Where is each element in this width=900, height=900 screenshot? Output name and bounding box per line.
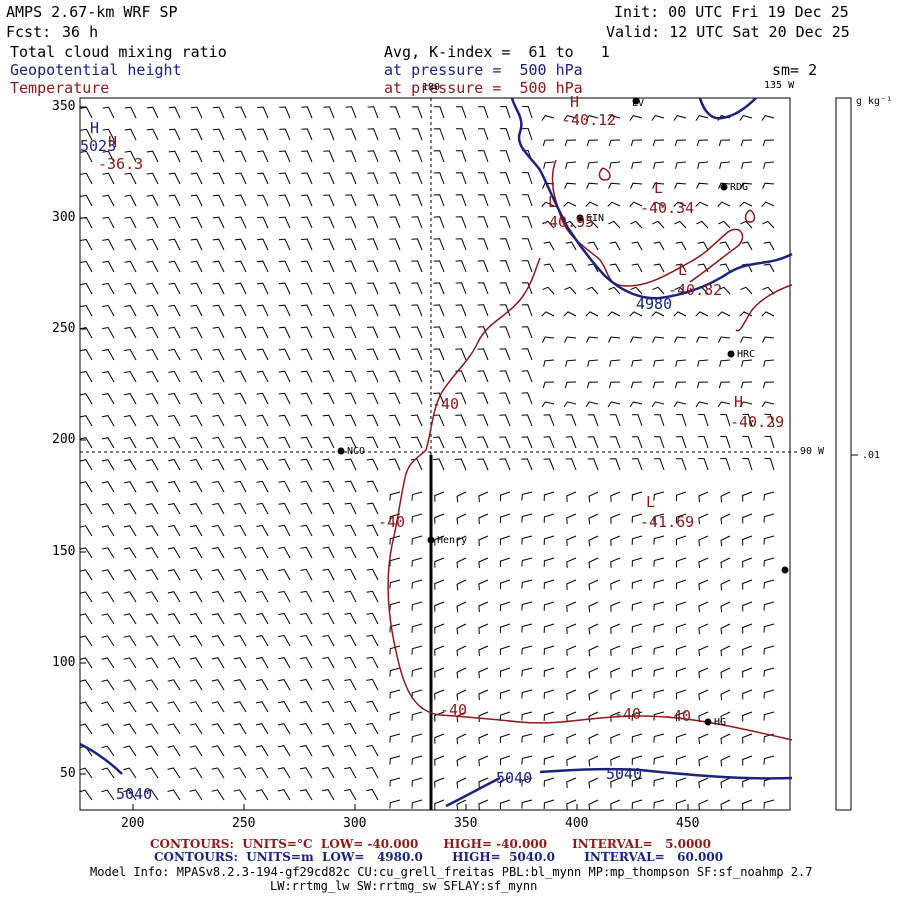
y-tick-200: 200 [52,432,76,447]
field-temperature: Temperature [10,79,110,97]
lon-label-180: 180 [422,82,441,93]
field-geo-level: at pressure = 500 hPa [384,61,583,79]
station-dot-hg [704,718,712,726]
station-dot-nco [337,447,345,455]
station-nco: NCO [347,446,366,457]
field-geopotential: Geopotential height [10,61,182,79]
height-label-5040-a: 5040 [116,785,153,803]
temp-label-40-82: -40.82 [668,281,723,299]
init-time: Init: 00 UTC Fri 19 Dec 25 [614,3,849,21]
contour-label-4: -40 [614,705,642,723]
model-title: AMPS 2.67-km WRF SP [6,3,178,21]
model-info: Model Info: MPASv8.2.3-194-gf29cd82c CU:… [90,865,813,879]
station-dot-rdg [720,183,728,191]
wind-barbs [79,106,775,811]
height-label-5040-b: 5040 [496,769,533,787]
field-cloud: Total cloud mixing ratio [10,43,227,61]
forecast-hours: 36 h [62,23,99,41]
height-contour-info: CONTOURS: UNITS=m LOW= 4980.0 HIGH= 5040… [154,850,724,864]
y-tick-100: 100 [52,655,76,670]
station-dot-sin [576,214,584,222]
station-hg: HG [714,717,727,728]
contour-label-2: -40 [378,513,406,531]
high-marker-hrc: H [734,393,744,411]
y-tick-250: 250 [52,321,76,336]
station-dot-lv [632,97,640,105]
x-tick-350: 350 [454,816,478,831]
station-rdg: RDG [730,182,749,193]
low-marker-south: L [646,493,656,511]
contour-label-5: -40 [664,707,692,725]
temp-label-40-12: -40.12 [562,111,617,129]
temp-contour-main [387,257,793,741]
height-contour-5040-s [445,776,501,808]
temp-contour-east [735,284,793,332]
x-tick-200: 200 [121,816,145,831]
temp-contour-small2 [744,209,756,223]
colorbar-unit: g kg⁻¹ [856,96,893,107]
temp-contour-small1 [598,167,611,181]
height-contour-5040-se [539,767,793,780]
height-label-4980: 4980 [636,295,673,313]
lon-label-90w: 90 W [800,446,825,457]
temp-label-40-29: -40.29 [730,413,785,431]
high-marker-geo: H [90,119,100,137]
colorbar [835,97,852,811]
height-contour-4980 [510,97,793,300]
temp-label-36-3: -36.3 [98,155,144,173]
height-label-5040-c: 5040 [606,765,643,783]
high-marker-temp: H [108,133,118,151]
y-tick-150: 150 [52,544,76,559]
temp-contour-ne [551,159,744,287]
field-cloud-avg: Avg, K-index = 61 to 1 [384,43,610,61]
contour-label-1: -40 [432,395,460,413]
y-tick-300: 300 [52,210,76,225]
station-sin: SIN [586,213,605,224]
temp-contour-info: CONTOURS: UNITS=°C LOW= -40.000 HIGH= -4… [150,837,712,851]
x-tick-450: 450 [676,816,700,831]
axis-ticks [80,106,689,810]
station-henry: Henry [437,535,468,546]
x-tick-400: 400 [565,816,589,831]
temp-label-40-95: -40.95 [540,213,595,231]
temp-label-41-69: -41.69 [640,513,695,531]
station-dot-edge [781,566,789,574]
height-contour-5040-sw [79,742,123,775]
valid-time: Valid: 12 UTC Sat 20 Dec 25 [606,23,850,41]
x-tick-300: 300 [343,816,367,831]
contour-label-3: -40 [440,701,468,719]
lon-label-135w: 135 W [764,80,795,91]
station-dot-hrc [727,350,735,358]
low-marker-east: L [678,261,688,279]
low-marker-rdg: L [654,179,664,197]
height-contour-4980-b [698,97,757,120]
x-tick-250: 250 [232,816,256,831]
station-lv: LV [632,98,645,109]
map-frame [79,97,791,811]
temp-label-40-34: -40.34 [640,199,695,217]
smoothing-label: sm= 2 [772,61,818,79]
station-hrc: HRC [737,349,756,360]
colorbar-tick-label: .01 [862,450,881,461]
station-dot-henry [427,536,435,544]
height-label-5023: 5023 [80,137,117,155]
field-temp-level: at pressure = 500 hPa [384,79,583,97]
y-tick-50: 50 [60,766,76,781]
low-marker-sin: L [548,193,558,211]
high-marker-ne: H [570,93,580,111]
model-info-2: LW:rrtmg_lw SW:rrtmg_sw SFLAY:sf_mynn [270,879,538,893]
forecast-label: Fcst: [6,23,52,41]
y-tick-350: 350 [52,99,76,114]
